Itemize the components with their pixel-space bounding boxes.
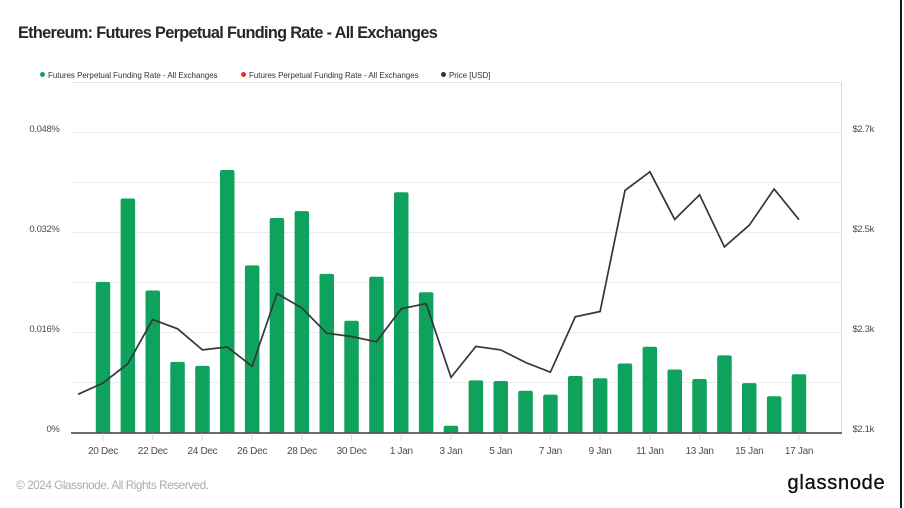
svg-text:11 Jan: 11 Jan	[636, 446, 663, 457]
svg-text:9 Jan: 9 Jan	[589, 446, 612, 457]
svg-text:7 Jan: 7 Jan	[539, 446, 562, 457]
svg-text:5 Jan: 5 Jan	[489, 446, 512, 457]
svg-text:3 Jan: 3 Jan	[440, 446, 463, 457]
svg-text:$2.1k: $2.1k	[853, 424, 875, 435]
svg-text:17 Jan: 17 Jan	[785, 446, 813, 457]
svg-text:20 Dec: 20 Dec	[88, 446, 118, 457]
svg-text:13 Jan: 13 Jan	[685, 446, 713, 457]
svg-text:$2.5k: $2.5k	[853, 224, 875, 235]
svg-text:0.016%: 0.016%	[29, 324, 60, 335]
svg-text:28 Dec: 28 Dec	[287, 446, 317, 457]
svg-text:24 Dec: 24 Dec	[187, 446, 217, 457]
svg-text:30 Dec: 30 Dec	[337, 446, 367, 457]
svg-text:0.048%: 0.048%	[29, 124, 60, 135]
svg-text:1 Jan: 1 Jan	[390, 446, 413, 457]
svg-text:0%: 0%	[46, 424, 60, 435]
svg-text:26 Dec: 26 Dec	[237, 446, 267, 457]
svg-text:15 Jan: 15 Jan	[735, 446, 763, 457]
svg-text:22 Dec: 22 Dec	[138, 446, 168, 457]
svg-text:$2.3k: $2.3k	[853, 324, 875, 335]
svg-text:0.032%: 0.032%	[29, 224, 60, 235]
svg-text:$2.7k: $2.7k	[853, 124, 875, 135]
